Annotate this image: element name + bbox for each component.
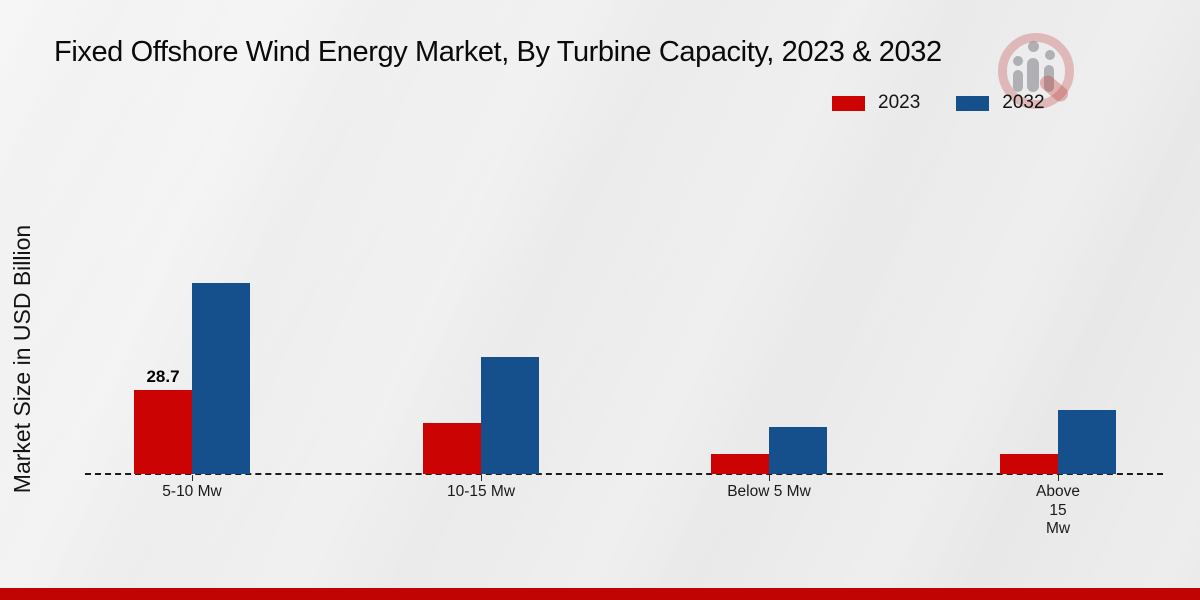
bar-2032-below-5-mw (769, 427, 827, 474)
legend-swatch-2032 (956, 95, 990, 111)
logo-ring-icon (998, 33, 1074, 109)
logo-figure-bar-icon (1044, 65, 1054, 92)
logo-figure-dot-icon (1045, 50, 1055, 60)
legend-label-2032: 2032 (1002, 92, 1045, 113)
bar-2023-below-5-mw (711, 454, 769, 474)
chart-title: Fixed Offshore Wind Energy Market, By Tu… (54, 36, 942, 68)
x-axis-tick-below-5-mw (769, 475, 770, 481)
logo-figure-dot-icon (1028, 41, 1039, 52)
bar-2023-10-15-mw (423, 423, 481, 474)
bar-2023-above-15-mw (1000, 454, 1058, 474)
x-axis-tick-above-15-mw (1058, 475, 1059, 481)
bar-2032-10-15-mw (481, 357, 539, 474)
legend-swatch-2023 (832, 95, 865, 111)
x-axis-label-above-15-mw: Above 15 Mw (1036, 483, 1080, 537)
bar-2023-5-10-mw (134, 390, 192, 474)
bar-2032-5-10-mw (192, 283, 250, 474)
legend-label-2023: 2023 (878, 92, 921, 113)
footer-accent-band (0, 588, 1200, 600)
y-axis-label: Market Size in USD Billion (9, 224, 35, 494)
brand-logo-watermark (998, 32, 1080, 112)
legend-item-2032: 2032 (956, 92, 1045, 114)
x-axis-tick-10-15-mw (481, 475, 482, 481)
logo-figure-bar-icon (1027, 58, 1039, 92)
bar-value-label-2023-5-10-mw: 28.7 (146, 367, 180, 386)
x-axis-label-10-15-mw: 10-15 Mw (446, 483, 516, 500)
x-axis-label-below-5-mw: Below 5 Mw (727, 483, 811, 500)
legend-item-2023: 2023 (832, 92, 920, 114)
x-axis-label-5-10-mw: 5-10 Mw (162, 483, 222, 500)
logo-figure-bar-icon (1013, 70, 1023, 92)
logo-figure-dot-icon (1013, 56, 1023, 66)
chart-legend: 2023 2032 (832, 92, 1045, 114)
x-axis-baseline (85, 473, 1163, 475)
bar-2032-above-15-mw (1058, 410, 1116, 474)
x-axis-tick-5-10-mw (192, 475, 193, 481)
